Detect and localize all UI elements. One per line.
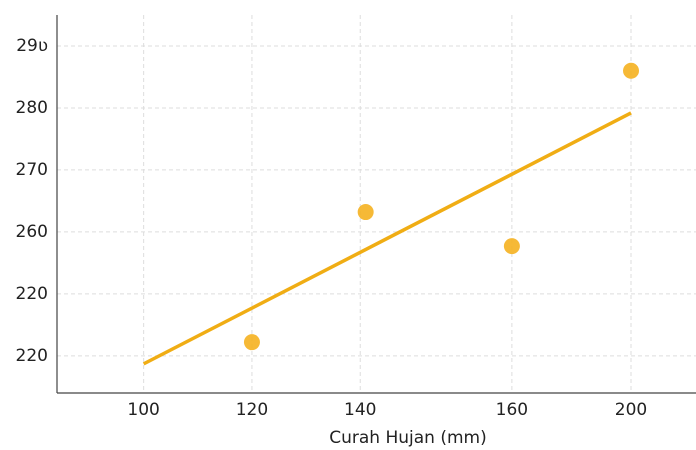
y-tick-label: 220	[16, 346, 48, 366]
x-tick-label: 140	[344, 400, 376, 420]
scatter-point	[623, 62, 640, 79]
x-axis-label: Curah Hujan (mm)	[329, 428, 487, 448]
x-tick-label: 100	[127, 400, 159, 420]
trend-line	[142, 111, 632, 366]
y-tick-label: 270	[16, 160, 48, 180]
y-tick-label: 29ʋ	[16, 36, 48, 56]
x-tick-label: 200	[615, 400, 647, 420]
y-tick-label: 280	[16, 98, 48, 118]
y-tick-label: 260	[16, 222, 48, 242]
scatter-point	[243, 334, 260, 351]
scatter-point	[357, 204, 374, 221]
y-tick-label: 220	[16, 284, 48, 304]
x-tick-label: 160	[496, 400, 528, 420]
x-tick-label: 120	[236, 400, 268, 420]
scatter-point	[503, 238, 520, 255]
